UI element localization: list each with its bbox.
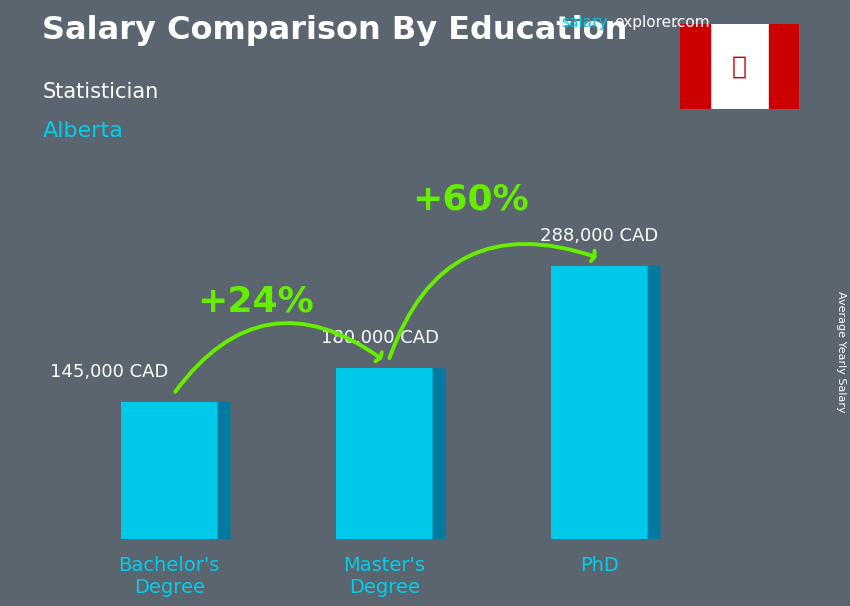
Text: Salary Comparison By Education: Salary Comparison By Education <box>42 15 628 46</box>
Bar <box>680 24 710 109</box>
Text: explorer: explorer <box>615 15 678 30</box>
Text: Alberta: Alberta <box>42 121 123 141</box>
Bar <box>336 368 433 539</box>
Bar <box>121 402 218 539</box>
Text: +24%: +24% <box>197 285 314 319</box>
Text: Statistician: Statistician <box>42 82 159 102</box>
Polygon shape <box>218 402 230 539</box>
Bar <box>769 24 799 109</box>
Text: 288,000 CAD: 288,000 CAD <box>540 227 659 245</box>
Text: .com: .com <box>672 15 710 30</box>
Bar <box>551 266 648 539</box>
Polygon shape <box>433 368 445 539</box>
Polygon shape <box>648 266 660 539</box>
Text: +60%: +60% <box>412 182 529 216</box>
Text: 145,000 CAD: 145,000 CAD <box>50 363 168 381</box>
Text: salary: salary <box>561 15 608 30</box>
Text: Average Yearly Salary: Average Yearly Salary <box>836 291 846 412</box>
Text: 180,000 CAD: 180,000 CAD <box>321 330 439 347</box>
Text: 🍁: 🍁 <box>732 55 747 79</box>
